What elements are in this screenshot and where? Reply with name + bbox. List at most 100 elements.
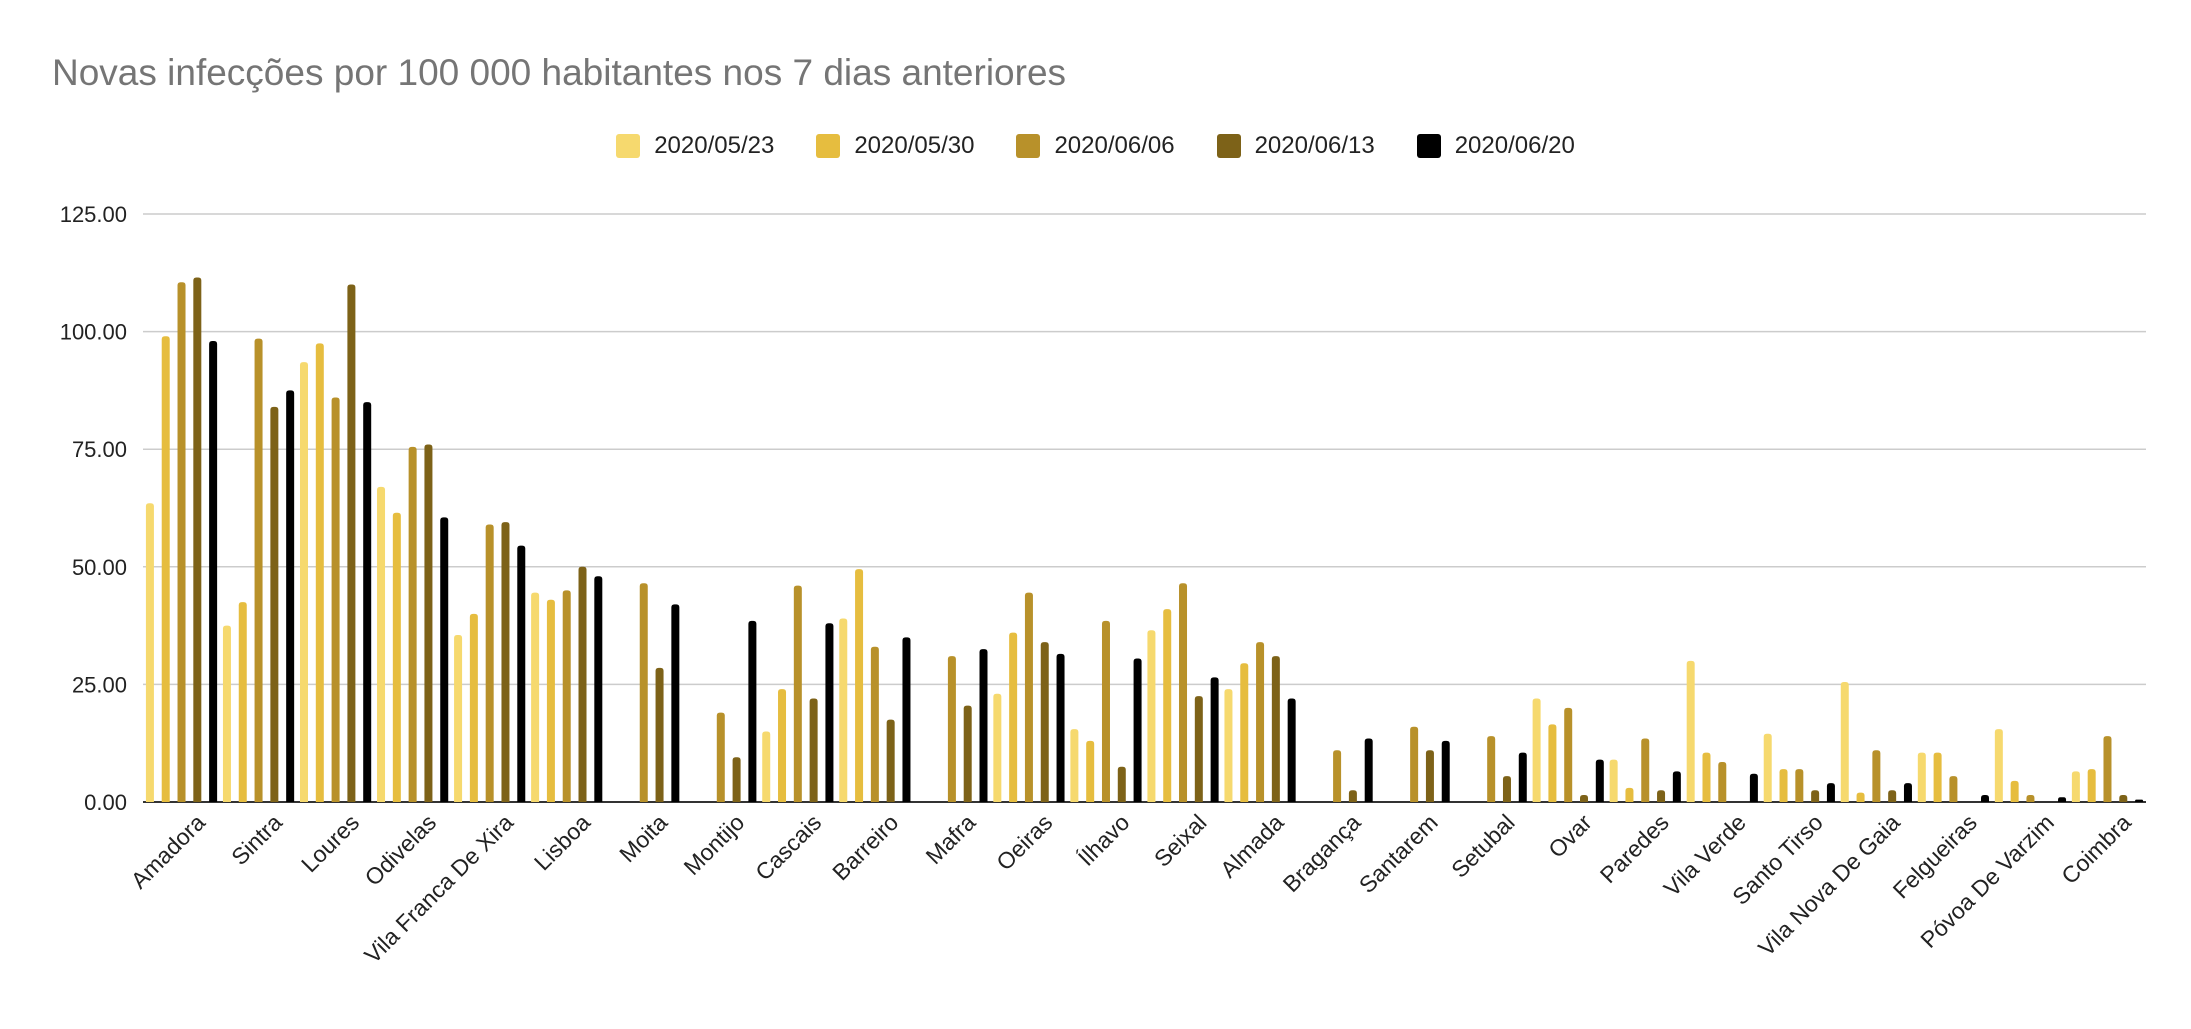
- bar[interactable]: [177, 282, 186, 802]
- bar[interactable]: [1672, 771, 1681, 802]
- bar[interactable]: [1024, 592, 1033, 802]
- bar[interactable]: [1210, 677, 1219, 802]
- bar[interactable]: [1333, 750, 1342, 802]
- bar[interactable]: [1532, 698, 1541, 802]
- bar[interactable]: [1564, 707, 1573, 802]
- bar[interactable]: [732, 757, 741, 802]
- bar[interactable]: [947, 656, 956, 802]
- bar[interactable]: [870, 646, 879, 802]
- bar[interactable]: [2103, 736, 2112, 802]
- bar[interactable]: [1194, 696, 1203, 802]
- bar[interactable]: [1502, 776, 1511, 802]
- bar[interactable]: [1070, 729, 1079, 802]
- bar[interactable]: [1657, 790, 1666, 802]
- bar[interactable]: [979, 649, 988, 802]
- bar[interactable]: [1981, 794, 1990, 802]
- bar[interactable]: [1117, 766, 1126, 802]
- bar[interactable]: [671, 604, 680, 802]
- bar[interactable]: [1933, 752, 1942, 802]
- bar[interactable]: [1840, 682, 1849, 802]
- bar[interactable]: [222, 625, 231, 802]
- bar[interactable]: [2058, 797, 2067, 802]
- bar[interactable]: [1101, 620, 1110, 802]
- bar[interactable]: [1056, 653, 1065, 802]
- bar[interactable]: [145, 503, 154, 802]
- bar[interactable]: [886, 719, 895, 802]
- bar[interactable]: [1348, 790, 1357, 802]
- bar[interactable]: [254, 338, 263, 802]
- bar[interactable]: [209, 341, 218, 802]
- bar[interactable]: [363, 402, 372, 802]
- bar[interactable]: [193, 277, 202, 802]
- bar[interactable]: [639, 583, 648, 802]
- legend-item[interactable]: 2020/06/06: [1016, 132, 1175, 160]
- bar[interactable]: [1224, 689, 1233, 802]
- bar[interactable]: [1518, 752, 1527, 802]
- bar[interactable]: [1888, 790, 1897, 802]
- bar[interactable]: [1163, 609, 1172, 802]
- bar[interactable]: [1609, 759, 1618, 802]
- bar[interactable]: [1811, 790, 1820, 802]
- bar[interactable]: [501, 522, 510, 802]
- bar[interactable]: [1086, 740, 1095, 802]
- bar[interactable]: [1548, 724, 1557, 802]
- bar[interactable]: [546, 599, 555, 802]
- bar[interactable]: [1949, 776, 1958, 802]
- bar[interactable]: [1179, 583, 1188, 802]
- bar[interactable]: [315, 343, 324, 802]
- legend-item[interactable]: 2020/05/23: [616, 132, 774, 160]
- bar[interactable]: [161, 336, 170, 802]
- bar[interactable]: [716, 712, 725, 802]
- bar[interactable]: [454, 635, 463, 802]
- bar[interactable]: [1147, 630, 1156, 802]
- bar[interactable]: [238, 602, 247, 802]
- bar[interactable]: [2026, 794, 2035, 802]
- bar[interactable]: [347, 284, 356, 802]
- bar[interactable]: [1795, 769, 1804, 802]
- bar[interactable]: [762, 731, 771, 802]
- bar[interactable]: [748, 620, 757, 802]
- bar[interactable]: [2135, 799, 2144, 802]
- bar[interactable]: [1702, 752, 1711, 802]
- bar[interactable]: [1595, 759, 1604, 802]
- bar[interactable]: [562, 590, 571, 802]
- bar[interactable]: [1271, 656, 1280, 802]
- legend-item[interactable]: 2020/06/20: [1416, 132, 1575, 160]
- bar[interactable]: [286, 390, 295, 802]
- bar[interactable]: [578, 566, 587, 802]
- bar[interactable]: [1686, 660, 1695, 802]
- bar[interactable]: [1240, 663, 1249, 802]
- bar[interactable]: [1826, 783, 1835, 802]
- bar[interactable]: [793, 585, 802, 802]
- bar[interactable]: [855, 569, 864, 802]
- bar[interactable]: [778, 689, 787, 802]
- bar[interactable]: [440, 517, 449, 802]
- bar[interactable]: [2087, 769, 2096, 802]
- bar[interactable]: [1441, 740, 1450, 802]
- bar[interactable]: [1364, 738, 1373, 802]
- bar[interactable]: [485, 524, 494, 802]
- legend-item[interactable]: 2020/05/30: [816, 132, 974, 160]
- bar[interactable]: [809, 698, 818, 802]
- bar[interactable]: [469, 613, 478, 802]
- bar[interactable]: [2010, 780, 2019, 802]
- bar[interactable]: [1625, 787, 1634, 802]
- bar[interactable]: [1009, 632, 1018, 802]
- bar[interactable]: [594, 576, 603, 802]
- bar[interactable]: [1256, 642, 1265, 802]
- bar[interactable]: [1779, 769, 1788, 802]
- bar[interactable]: [2071, 771, 2080, 802]
- bar[interactable]: [1856, 792, 1865, 802]
- bar[interactable]: [1903, 783, 1912, 802]
- bar[interactable]: [1487, 736, 1496, 802]
- bar[interactable]: [2119, 794, 2128, 802]
- legend-item[interactable]: 2020/06/13: [1216, 132, 1375, 160]
- bar[interactable]: [1040, 642, 1049, 802]
- bar[interactable]: [331, 397, 340, 802]
- bar[interactable]: [270, 406, 279, 802]
- bar[interactable]: [517, 545, 526, 802]
- bar[interactable]: [1917, 752, 1926, 802]
- bar[interactable]: [655, 667, 664, 802]
- bar[interactable]: [839, 618, 848, 802]
- bar[interactable]: [392, 512, 401, 802]
